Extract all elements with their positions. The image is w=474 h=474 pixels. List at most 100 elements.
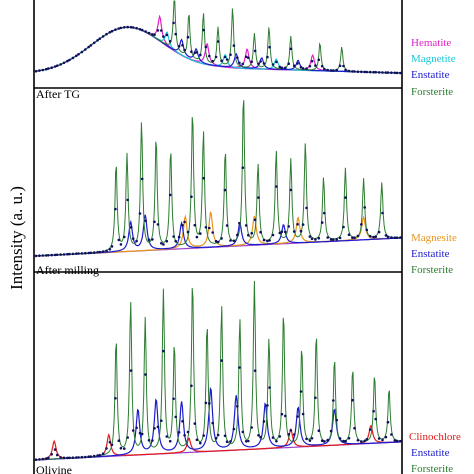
top-observed-point [77, 53, 80, 56]
top-observed-point [289, 47, 293, 51]
middle-observed-point [329, 238, 333, 241]
bottom-observed-point [351, 398, 354, 402]
top-observed-point [332, 69, 335, 72]
middle-observed-point [140, 177, 144, 181]
plot-frame [33, 0, 403, 474]
middle-observed-point [168, 193, 172, 197]
top-observed-point [238, 61, 241, 65]
middle-observed-point [225, 224, 229, 227]
top-observed-point [50, 66, 53, 69]
top-observed-point [356, 70, 360, 73]
legend-top-hematite: Hematite [411, 37, 451, 49]
top-observed-point [204, 45, 208, 49]
top-observed-point [244, 55, 248, 59]
middle-observed-point [238, 221, 241, 225]
bottom-observed-point [199, 441, 202, 445]
top-observed-point [168, 40, 172, 43]
bottom-observed-point [126, 436, 129, 439]
bottom-observed-point [50, 453, 53, 456]
middle-observed-point [384, 234, 388, 237]
bottom-observed-point [278, 435, 282, 438]
middle-observed-point [310, 237, 314, 241]
top-observed-point [165, 33, 169, 37]
middle-observed-point [301, 223, 305, 226]
top-observed-point [247, 56, 250, 59]
middle-observed-point [80, 252, 84, 255]
bottom-observed-point [342, 439, 345, 443]
middle-series-magnesite [35, 211, 400, 257]
middle-observed-point [193, 223, 197, 227]
y-axis-label: Intensity (a. u.) [7, 186, 26, 290]
top-observed-point [151, 33, 154, 36]
middle-observed-point [59, 253, 62, 256]
middle-observed-point [289, 188, 293, 192]
top-observed-point [156, 29, 160, 32]
middle-observed-point [317, 236, 321, 240]
top-observed-point [381, 71, 384, 74]
top-observed-point [71, 56, 75, 60]
bottom-observed-point [329, 429, 333, 433]
middle-observed-point [186, 230, 190, 234]
bottom-observed-point [338, 437, 342, 440]
middle-observed-point [278, 231, 282, 235]
bottom-observed-point [266, 404, 269, 407]
bottom-observed-point [214, 437, 218, 440]
bottom-observed-point [310, 437, 314, 440]
middle-observed-point [98, 250, 101, 254]
top-observed-point [229, 53, 232, 56]
bottom-observed-point [395, 439, 399, 443]
top-observed-point [266, 55, 269, 59]
top-observed-point [275, 60, 278, 64]
bottom-observed-point [347, 436, 351, 440]
middle-observed-point [266, 239, 269, 243]
top-observed-point [34, 69, 38, 73]
middle-observed-point [214, 239, 218, 243]
bottom-observed-point [110, 443, 114, 447]
top-observed-point [347, 69, 351, 73]
top-observed-point [363, 70, 367, 74]
top-observed-point [399, 71, 402, 75]
middle-observed-point [229, 239, 232, 242]
bottom-observed-point [275, 439, 278, 443]
bottom-observed-point [314, 396, 317, 400]
top-observed-point [323, 67, 326, 71]
top-observed-point [110, 29, 114, 33]
bottom-observed-point [320, 439, 324, 443]
middle-observed-point [87, 251, 90, 255]
top-observed-point [105, 32, 108, 36]
bottom-observed-point [92, 454, 96, 458]
bottom-observed-point [365, 438, 369, 441]
middle-observed-point [390, 236, 393, 239]
bottom-observed-point [259, 435, 262, 439]
top-observed-point [190, 50, 193, 53]
middle-observed-point [68, 252, 71, 256]
top-observed-point [123, 26, 126, 29]
bottom-series-forsterite [36, 280, 401, 461]
top-observed-point [353, 70, 356, 73]
legend-bottom-forsterite: Forsterite [411, 463, 453, 474]
middle-observed-point [381, 211, 384, 215]
top-observed-point [202, 28, 205, 32]
middle-observed-point [199, 232, 202, 235]
top-observed-point [44, 67, 48, 71]
middle-observed-point [399, 236, 402, 239]
middle-series-enstatite [35, 214, 400, 257]
bottom-observed-point [253, 369, 257, 373]
bottom-observed-point [84, 455, 87, 459]
bottom-observed-point [353, 426, 356, 430]
bottom-observed-point [105, 447, 108, 450]
bottom-observed-point [135, 426, 138, 430]
bottom-observed-point [377, 437, 381, 440]
bottom-observed-point [129, 369, 133, 372]
middle-observed-point [275, 185, 278, 188]
top-observed-point [384, 71, 388, 74]
bottom-observed-point [80, 455, 84, 459]
top-observed-point [280, 66, 284, 70]
bottom-observed-point [384, 435, 388, 439]
middle-observed-point [114, 207, 117, 211]
bottom-observed-point [55, 453, 59, 457]
top-observed-point [62, 61, 66, 65]
middle-observed-point [50, 253, 53, 257]
middle-observed-point [147, 238, 151, 241]
top-observed-point [68, 58, 71, 62]
